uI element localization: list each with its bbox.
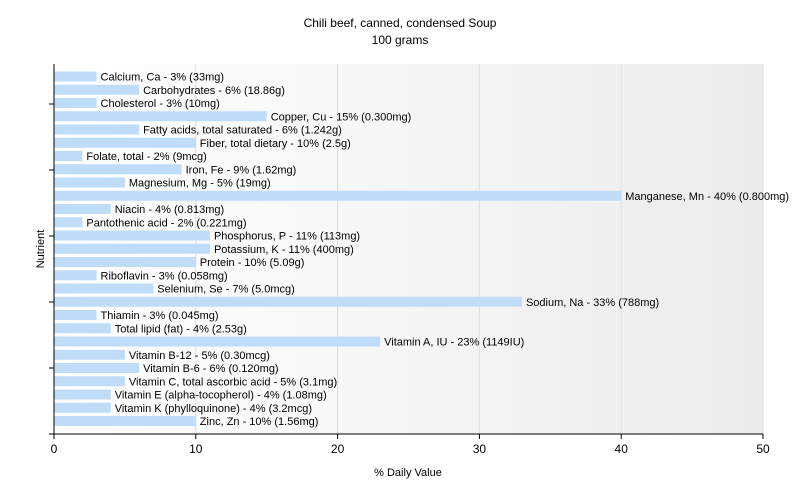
x-tick-label: 0: [51, 442, 58, 456]
bar: [54, 204, 111, 214]
bar: [54, 137, 196, 148]
bar: [54, 363, 140, 373]
x-tick-label: 10: [189, 442, 203, 456]
bar-label: Selenium, Se - 7% (5.0mcg): [157, 284, 295, 296]
bar-label: Vitamin B-6 - 6% (0.120mg): [143, 363, 279, 375]
bar-label: Vitamin B-12 - 5% (0.30mcg): [129, 350, 270, 362]
bar: [54, 257, 196, 267]
bar: [54, 416, 196, 426]
bar-label: Vitamin C, total ascorbic acid - 5% (3.1…: [129, 376, 337, 388]
bar-label: Vitamin K (phylloquinone) - 4% (3.2mcg): [115, 403, 312, 415]
grid: [195, 64, 764, 434]
bar: [54, 296, 522, 307]
bar: [54, 151, 83, 161]
bar-label: Folate, total - 2% (9mcg): [86, 151, 206, 163]
bar-label: Pantothenic acid - 2% (0.221mg): [86, 217, 246, 229]
bar-label: Fatty acids, total saturated - 6% (1.242…: [143, 125, 342, 137]
bar: [54, 84, 140, 95]
bars: Calcium, Ca - 3% (33mg)Carbohydrates - 6…: [54, 71, 789, 428]
bar-label: Carbohydrates - 6% (18.86g): [143, 85, 285, 97]
bar: [54, 111, 267, 122]
bar-label: Calcium, Ca - 3% (33mg): [101, 72, 224, 84]
bar: [54, 164, 182, 175]
bar-label: Phosphorus, P - 11% (113mg): [214, 231, 360, 243]
x-tick-label: 30: [473, 442, 487, 456]
bar: [54, 124, 140, 135]
axes: 0 10 20 30 40 50: [49, 64, 770, 456]
bar-label: Vitamin A, IU - 23% (1149IU): [384, 337, 524, 349]
bar: [54, 243, 210, 254]
bar: [54, 230, 210, 241]
bar: [54, 402, 111, 413]
bar-label: Vitamin E (alpha-tocopherol) - 4% (1.08m…: [115, 390, 327, 402]
chart-subtitle: 100 grams: [372, 33, 429, 47]
bar-label: Magnesium, Mg - 5% (19mg): [129, 178, 271, 190]
x-tick-label: 40: [615, 442, 629, 456]
bar: [54, 336, 381, 347]
bar: [54, 270, 97, 281]
bar-label: Total lipid (fat) - 4% (2.53g): [115, 323, 247, 335]
bar-label: Potassium, K - 11% (400mg): [214, 244, 354, 256]
bar-label: Protein - 10% (5.09g): [200, 257, 305, 269]
bar-label: Sodium, Na - 33% (788mg): [526, 297, 659, 309]
bar-label: Copper, Cu - 15% (0.300mg): [271, 111, 412, 123]
bar: [54, 98, 97, 108]
bar-label: Fiber, total dietary - 10% (2.5g): [200, 138, 351, 150]
bar: [54, 283, 154, 294]
bar: [54, 323, 111, 334]
y-axis-label: Nutrient: [35, 230, 47, 269]
bar-label: Zinc, Zn - 10% (1.56mg): [200, 416, 319, 428]
chart-title: Chili beef, canned, condensed Soup: [304, 16, 497, 30]
bar-label: Iron, Fe - 9% (1.62mg): [186, 164, 297, 176]
bar: [54, 310, 97, 320]
x-tick-label: 20: [331, 442, 345, 456]
x-axis-label: % Daily Value: [374, 467, 442, 479]
bar: [54, 376, 125, 387]
bar-label: Cholesterol - 3% (10mg): [101, 98, 220, 110]
bar: [54, 389, 111, 400]
bar: [54, 177, 125, 188]
x-tick-label: 50: [756, 442, 770, 456]
bar-label: Manganese, Mn - 40% (0.800mg): [625, 191, 789, 203]
bar: [54, 217, 83, 228]
bar-label: Thiamin - 3% (0.045mg): [101, 310, 219, 322]
bar: [54, 190, 622, 201]
bar-label: Riboflavin - 3% (0.058mg): [101, 270, 228, 282]
bar-label: Niacin - 4% (0.813mg): [115, 204, 224, 216]
bar: [54, 71, 97, 82]
bar: [54, 349, 125, 360]
